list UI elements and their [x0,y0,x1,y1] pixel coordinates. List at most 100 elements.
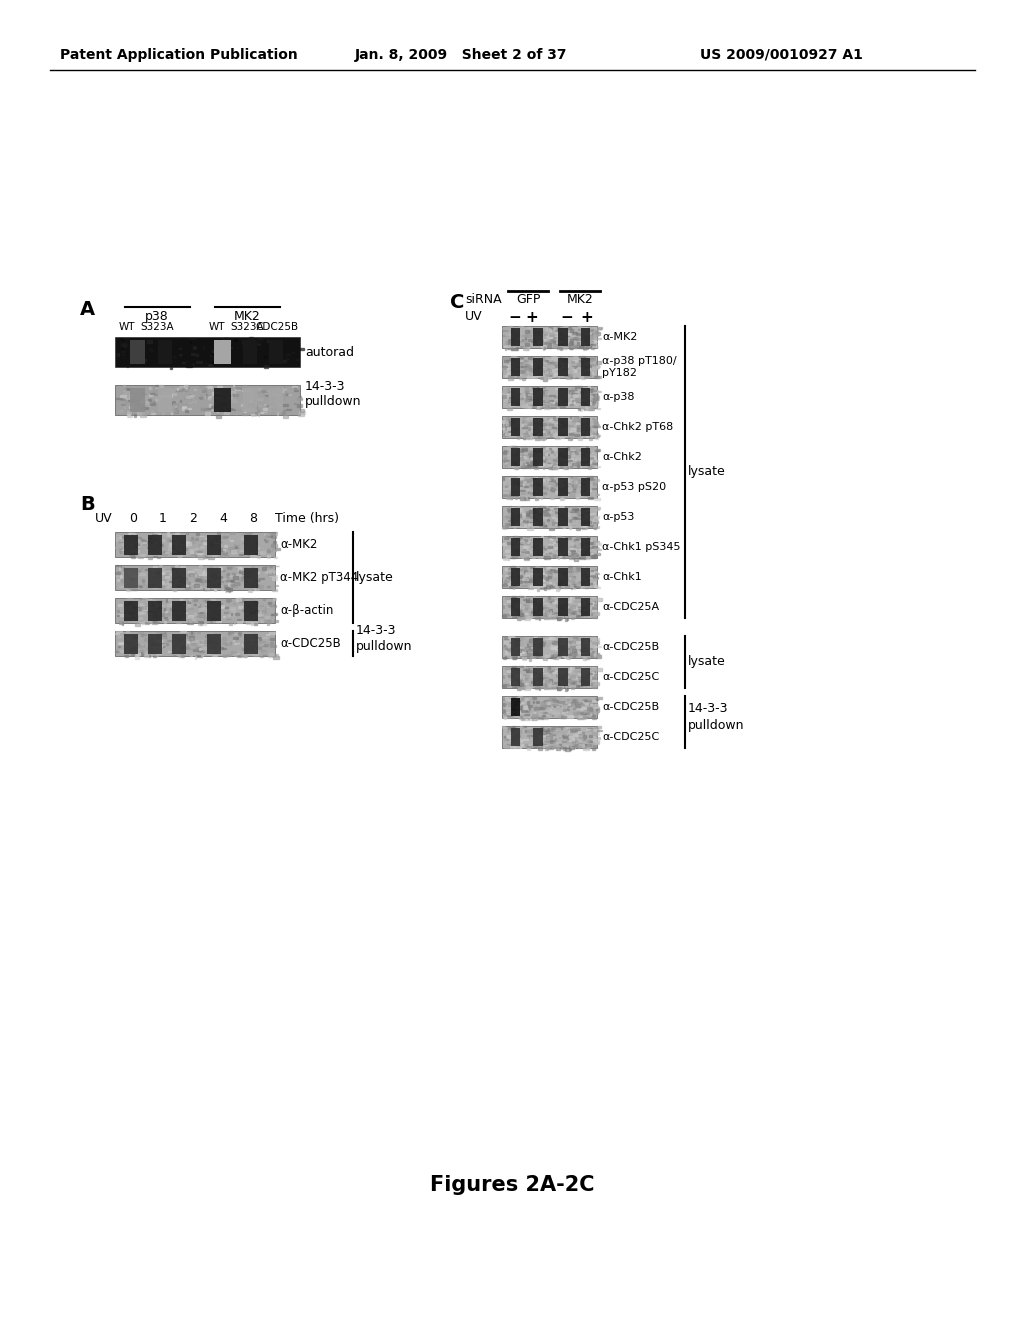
Bar [514,568,518,570]
Bar [208,647,210,648]
Bar [519,376,520,379]
Bar [156,606,158,607]
Bar [271,535,275,537]
Bar [265,540,267,543]
Bar [547,644,549,647]
Bar [585,447,588,449]
Bar [580,458,585,461]
Bar [591,574,594,577]
Bar [522,603,526,606]
Bar [217,532,220,533]
Text: MK2: MK2 [566,293,593,306]
Bar [138,618,141,619]
Bar [582,602,586,603]
Bar [157,632,160,635]
Bar [544,338,545,342]
Text: 14-3-3
pulldown: 14-3-3 pulldown [688,702,744,731]
Bar [184,607,187,610]
Bar [543,553,546,554]
Bar [583,461,588,462]
Bar [561,737,566,738]
Bar [558,455,559,458]
Bar [196,544,201,546]
Bar [543,467,545,469]
Bar [510,404,513,407]
Bar [283,360,286,363]
Bar [224,412,229,414]
Bar [557,657,560,659]
Bar [589,465,591,467]
Bar [270,399,273,401]
Bar [178,550,180,553]
Bar [595,330,598,333]
Bar [523,549,525,552]
Bar [511,552,515,554]
Bar [579,404,582,405]
Bar [506,462,511,465]
Bar [272,570,275,573]
Bar [117,610,120,612]
Bar [294,389,298,391]
Bar [120,550,123,553]
Bar [245,578,247,579]
Bar [244,411,246,413]
Bar [524,698,528,701]
Bar [581,598,591,616]
Bar [589,704,590,705]
Bar [585,698,590,701]
Bar [234,339,237,341]
Bar [183,545,187,548]
Bar [596,543,601,545]
Bar [535,574,537,577]
Bar [567,685,569,686]
Bar [136,603,141,606]
Bar [591,574,595,577]
Bar [556,363,559,364]
Bar [541,682,546,685]
Bar [126,345,129,347]
Bar [127,366,128,367]
Bar [557,602,558,606]
Bar [520,741,522,742]
Bar [534,598,543,616]
Bar [134,656,139,659]
Bar [173,403,177,405]
Bar [561,577,566,578]
Bar [511,539,520,556]
Bar [541,508,543,511]
Bar [580,639,584,642]
Bar [571,568,577,569]
Bar [589,401,592,403]
Bar [195,585,199,587]
Bar [269,645,272,647]
Bar [159,539,164,541]
Text: α-CDC25B: α-CDC25B [602,642,659,652]
Bar [253,569,258,570]
Bar [537,645,541,647]
Bar [222,396,224,399]
Bar [586,681,588,682]
Bar [249,620,253,623]
Bar [584,507,586,508]
Bar [589,358,592,360]
Bar [272,577,276,579]
Bar [223,545,226,546]
Bar [531,730,536,731]
Bar [202,389,206,392]
Bar [549,636,554,639]
Bar [536,327,542,330]
Bar [564,508,568,511]
Bar [588,395,592,397]
Bar [200,623,203,626]
Bar [231,581,233,582]
Bar [531,715,534,718]
Bar [529,519,536,521]
Bar [553,684,558,686]
Bar [543,346,546,348]
Bar [584,700,587,701]
Bar [553,372,555,375]
Bar [142,342,145,345]
Bar [560,388,562,391]
Bar [184,644,188,645]
Bar [593,358,595,360]
